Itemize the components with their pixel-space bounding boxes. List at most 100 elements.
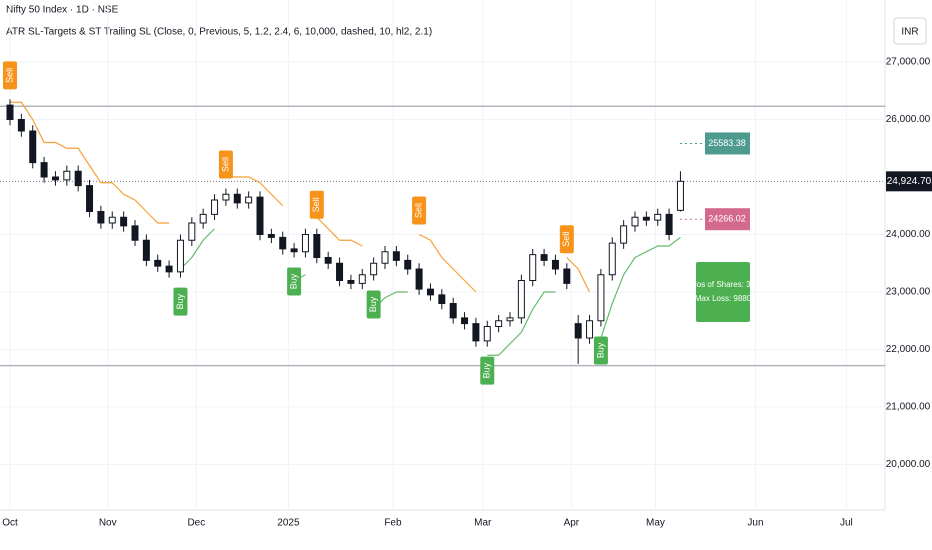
y-tick-label: 22,000.00	[886, 344, 931, 355]
signal-marker	[559, 225, 574, 254]
last-price-label: 24,924.70	[887, 176, 932, 187]
candle-body	[392, 251, 400, 261]
x-tick-label: Feb	[384, 518, 402, 529]
candle-body	[426, 288, 434, 296]
candle-body	[642, 216, 650, 221]
signal-marker	[218, 150, 233, 179]
candle-body	[51, 176, 59, 181]
trailing-sl-line	[10, 101, 591, 293]
target-box	[705, 132, 750, 155]
signal-marker	[3, 61, 17, 90]
candle-body	[324, 257, 332, 264]
candle-body	[211, 199, 219, 215]
candle-body	[86, 185, 94, 212]
currency-button[interactable]	[893, 17, 927, 45]
candle-body	[620, 225, 628, 244]
signal-marker	[173, 287, 188, 316]
y-tick-label: 21,000.00	[886, 402, 931, 413]
signal-label: Sell	[311, 197, 321, 212]
candle-body	[222, 193, 230, 201]
candle-body	[63, 170, 71, 181]
candle-body	[29, 130, 37, 164]
y-tick-label: 24,000.00	[886, 229, 931, 240]
x-tick-label: Jun	[747, 518, 763, 529]
candle-body	[676, 180, 684, 211]
candle-body	[586, 320, 594, 339]
candle-body	[381, 251, 389, 264]
candle-body	[108, 216, 116, 224]
target-box	[705, 208, 750, 231]
signal-marker	[366, 290, 381, 319]
chart-title: Nifty 50 Index · 1D · NSE	[6, 5, 119, 16]
signal-label: Buy	[175, 293, 185, 309]
indicator-title: ATR SL-Targets & ST Trailing SL (Close, …	[6, 27, 432, 38]
candle-body	[176, 239, 184, 273]
candle-body	[540, 254, 548, 261]
candle-body	[165, 265, 173, 273]
last-price-tag	[886, 171, 932, 192]
candle-body	[472, 323, 480, 342]
candle-body	[438, 294, 446, 305]
candle-body	[313, 233, 321, 259]
y-tick-label: 26,000.00	[886, 114, 931, 125]
candle-body	[256, 196, 264, 235]
candle-body	[40, 162, 48, 178]
candle-body	[120, 216, 128, 227]
signal-marker	[287, 267, 302, 296]
candle-body	[199, 213, 207, 224]
candle-body	[154, 259, 162, 267]
info-text: Nos of Shares: 30	[691, 280, 756, 289]
info-text: Max Loss: 9880	[695, 294, 752, 303]
signal-label: Buy	[288, 273, 298, 289]
signal-label: Buy	[368, 296, 378, 312]
candle-body	[6, 104, 14, 120]
candle-body	[665, 213, 673, 235]
candle-body	[597, 274, 605, 322]
signal-label: Sell	[220, 157, 230, 172]
candle-body	[415, 268, 423, 290]
candle-body	[654, 213, 662, 221]
info-box	[696, 262, 750, 322]
y-tick-label: 23,000.00	[886, 287, 931, 298]
signal-marker	[309, 190, 324, 219]
candle-body	[301, 233, 309, 253]
candle-body	[267, 233, 275, 238]
x-tick-label: Apr	[564, 518, 580, 529]
candle-body	[461, 317, 469, 325]
signal-label: Buy	[595, 342, 605, 358]
signal-label: Sell	[413, 203, 423, 218]
signal-label: Sell	[4, 68, 14, 83]
x-tick-label: Dec	[187, 518, 205, 529]
candle-body	[358, 274, 366, 284]
candle-body	[142, 239, 150, 261]
x-tick-label: 2025	[277, 518, 300, 529]
candle-body	[529, 254, 537, 282]
candle-body	[74, 170, 82, 187]
candle-body	[551, 259, 559, 270]
candle-body	[495, 320, 503, 328]
x-tick-label: Mar	[474, 518, 492, 529]
candle-body	[233, 193, 241, 204]
candle-body	[97, 210, 105, 224]
candle-body	[608, 242, 616, 276]
y-tick-label: 20,000.00	[886, 459, 931, 470]
candle-body	[17, 118, 25, 132]
x-tick-label: Oct	[2, 518, 18, 529]
signal-marker	[593, 336, 608, 365]
candle-body	[517, 280, 525, 319]
candle-body	[404, 259, 412, 270]
candle-body	[188, 222, 196, 241]
candle-body	[290, 248, 298, 253]
candle-body	[370, 262, 378, 276]
candle-body	[279, 236, 287, 250]
currency[interactable]: INR	[901, 27, 918, 38]
candle-body	[245, 196, 253, 204]
signal-label: Buy	[482, 362, 492, 378]
signal-marker	[412, 196, 427, 225]
candle-body	[449, 303, 457, 319]
target-label: 24266.02	[708, 214, 746, 224]
candle-body	[506, 317, 514, 322]
candle-body	[574, 323, 582, 339]
